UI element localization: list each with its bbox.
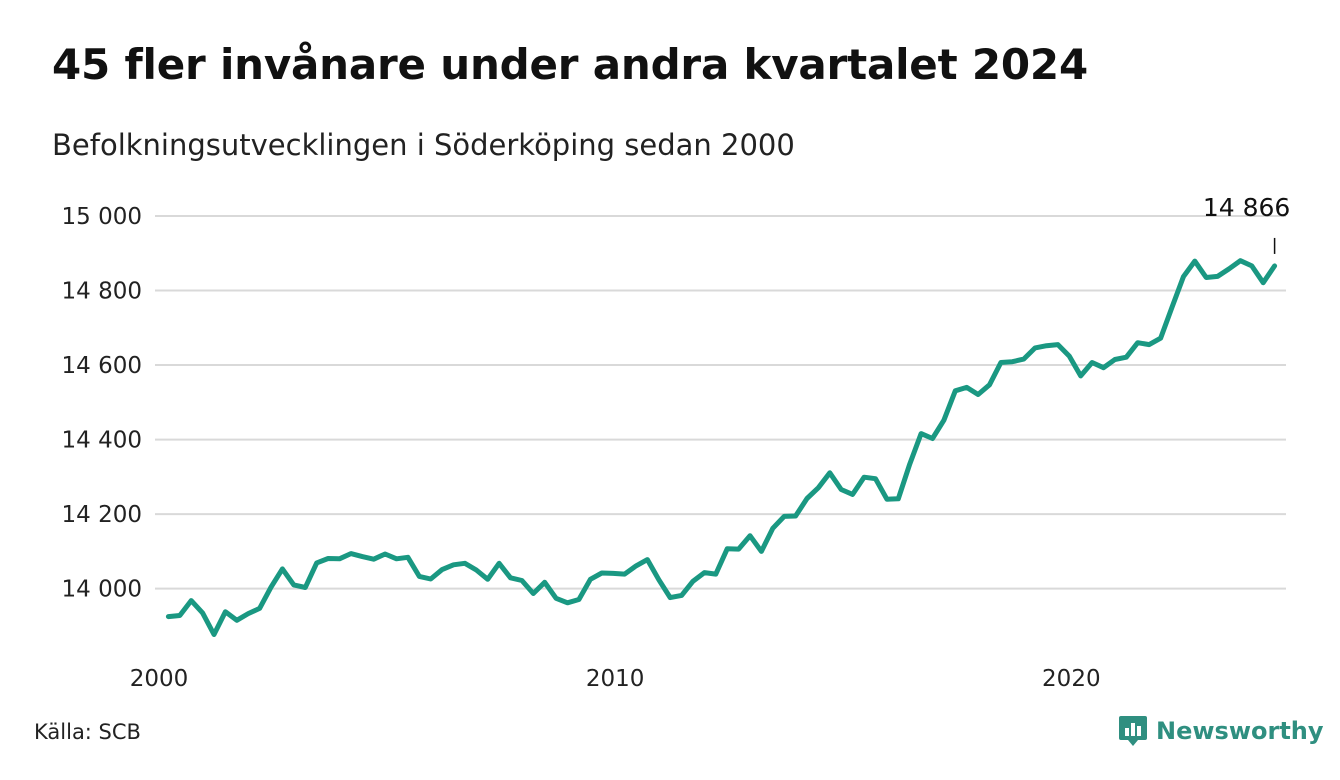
chart-title: 45 fler invånare under andra kvartalet 2…: [52, 40, 1088, 89]
brand-logo: Newsworthy: [1118, 714, 1324, 748]
y-tick-label: 14 800: [62, 279, 142, 305]
chart-subtitle: Befolkningsutvecklingen i Söderköping se…: [52, 128, 795, 162]
x-axis-tick-labels: 2000 2010 2020: [130, 666, 1101, 692]
x-tick-label: 2010: [586, 666, 645, 692]
y-tick-label: 14 400: [62, 428, 142, 454]
y-tick-label: 15 000: [62, 204, 142, 230]
brand-name: Newsworthy: [1156, 717, 1324, 745]
source-label: Källa: SCB: [34, 720, 141, 744]
annotation-label: 14 866: [1203, 193, 1290, 222]
series-layer: [165, 258, 1278, 637]
y-tick-label: 14 200: [62, 502, 142, 528]
x-tick-label: 2020: [1042, 666, 1101, 692]
chart-bubble-icon: [1119, 716, 1147, 746]
x-tick-label: 2000: [130, 666, 189, 692]
series-line: [165, 258, 1278, 637]
y-tick-label: 14 600: [62, 353, 142, 379]
y-tick-label: 14 000: [62, 577, 142, 603]
annotations: 14 866: [1203, 193, 1290, 254]
gridlines: [155, 215, 1286, 590]
y-axis-tick-labels: 14 000 14 200 14 400 14 600 14 800 15 000: [62, 204, 142, 603]
